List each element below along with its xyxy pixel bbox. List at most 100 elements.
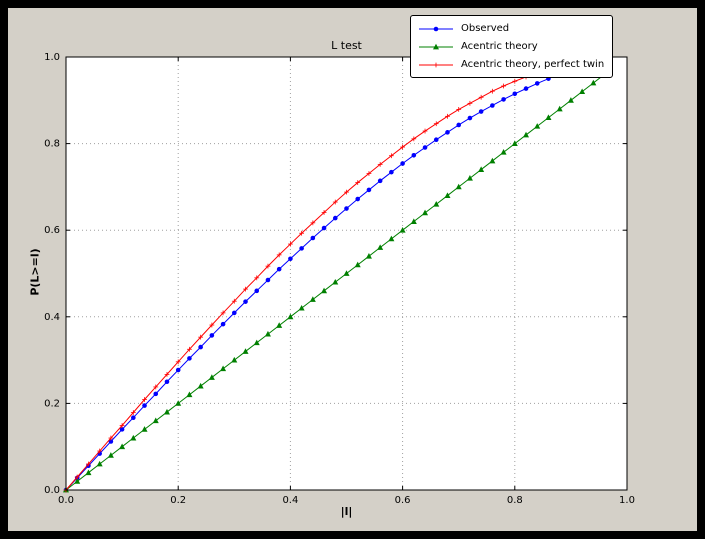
circle-marker (433, 137, 439, 143)
triangle-marker (141, 426, 148, 432)
triangle-marker (208, 374, 215, 380)
circle-marker (366, 187, 372, 193)
triangle-marker (242, 348, 249, 354)
circle-marker (209, 333, 215, 338)
plot-area: 0.0 0.2 0.4 0.6 0.8 1.0 0.0 0.2 0.4 0.6 0.8 1.0 (44, 52, 635, 506)
triangle-marker (478, 166, 485, 172)
triangle-marker (545, 114, 552, 121)
circle-marker (187, 356, 192, 361)
triangle-marker (85, 469, 92, 476)
circle-marker (490, 103, 495, 108)
triangle-marker (455, 183, 462, 190)
y-tick-label: 0.4 (44, 312, 60, 323)
legend-label-acentric-theory: Acentric theory (461, 41, 538, 52)
circle-marker (377, 178, 383, 184)
triangle-marker (343, 270, 350, 276)
x-axis-label: |l| (340, 505, 353, 518)
circle-marker (198, 344, 203, 350)
legend-label-observed: Observed (461, 23, 510, 34)
series-acentric-theory-perfect-twin (63, 70, 540, 493)
triangle-marker (276, 322, 283, 328)
circle-marker (254, 288, 260, 294)
triangle-marker (365, 252, 372, 259)
circle-marker (142, 403, 147, 408)
y-axis-label: P(L>=l) (28, 248, 42, 296)
y-tick-label: 0.0 (44, 485, 60, 496)
triangle-marker (186, 391, 193, 398)
triangle-marker (107, 452, 114, 458)
legend-sample-acentric-theory (419, 43, 453, 49)
triangle-marker (433, 201, 440, 207)
y-tick-label: 0.2 (44, 398, 60, 409)
circle-marker (131, 415, 136, 420)
circle-marker (153, 391, 159, 397)
triangle-marker (489, 157, 496, 164)
triangle-marker (309, 296, 316, 302)
circle-marker (467, 115, 473, 121)
triangle-marker (410, 218, 417, 224)
triangle-marker (590, 79, 597, 86)
legend-label-acentric-theory-perfect-twin: Acentric theory, perfect twin (461, 59, 605, 70)
circle-marker (310, 235, 316, 241)
triangle-marker (175, 400, 182, 406)
triangle-marker (152, 417, 159, 424)
triangle-marker (119, 443, 126, 450)
triangle-marker (74, 478, 81, 484)
x-tick-label: 0.0 (58, 495, 74, 506)
triangle-marker (534, 123, 541, 129)
legend-item-acentric-theory-perfect-twin: Acentric theory, perfect twin (417, 57, 604, 72)
circle-marker (344, 206, 349, 211)
triangle-marker (523, 131, 530, 138)
circle-marker (232, 310, 237, 316)
triangle-marker (500, 149, 507, 155)
legend-sample-acentric-theory-perfect-twin (419, 62, 453, 67)
circle-marker (265, 277, 271, 283)
triangle-marker (579, 88, 586, 95)
triangle-marker (231, 356, 238, 363)
triangle-marker (567, 97, 574, 103)
triangle-marker (354, 261, 361, 268)
y-tick-label: 0.6 (44, 225, 60, 236)
circle-marker (243, 299, 248, 304)
x-tick-label: 0.6 (395, 495, 411, 506)
triangle-marker (444, 192, 451, 198)
triangle-marker (388, 235, 395, 242)
circle-marker (119, 427, 125, 432)
x-tick-label: 0.8 (507, 495, 523, 506)
x-tick-label: 0.4 (282, 495, 298, 506)
circle-marker (512, 91, 518, 97)
triangle-marker (253, 339, 260, 346)
triangle-marker (220, 365, 227, 372)
triangle-marker (466, 175, 473, 181)
y-tick-label: 0.8 (44, 139, 60, 150)
circle-marker (108, 439, 114, 444)
circle-marker (220, 321, 226, 327)
circle-marker (299, 246, 304, 251)
figure-canvas: 0.0 0.2 0.4 0.6 0.8 1.0 0.0 0.2 0.4 0.6 0.8 1.0 L t… (8, 8, 697, 531)
triangle-marker (422, 209, 429, 216)
circle-marker (164, 379, 170, 385)
triangle-marker (298, 304, 305, 311)
triangle-marker (433, 43, 439, 49)
circle-marker (175, 367, 181, 373)
circle-marker (478, 109, 484, 114)
legend: Observed Acentric theory Acentric theory, … (410, 15, 614, 78)
triangle-marker (96, 460, 103, 467)
triangle-marker (321, 287, 328, 294)
circle-marker (355, 196, 361, 202)
circle-marker (501, 97, 506, 102)
y-tick-label: 1.0 (44, 52, 60, 63)
x-tick-label: 1.0 (619, 495, 635, 506)
triangle-marker (377, 244, 384, 250)
axes-frame (65, 56, 628, 491)
circle-marker (411, 152, 417, 158)
triangle-marker (130, 434, 137, 441)
circle-marker (276, 266, 282, 272)
circle-marker (321, 225, 327, 231)
legend-item-acentric-theory: Acentric theory (417, 39, 604, 54)
circle-marker (422, 145, 428, 150)
triangle-marker (287, 313, 294, 320)
circle-marker (389, 169, 394, 175)
triangle-marker (556, 105, 563, 112)
